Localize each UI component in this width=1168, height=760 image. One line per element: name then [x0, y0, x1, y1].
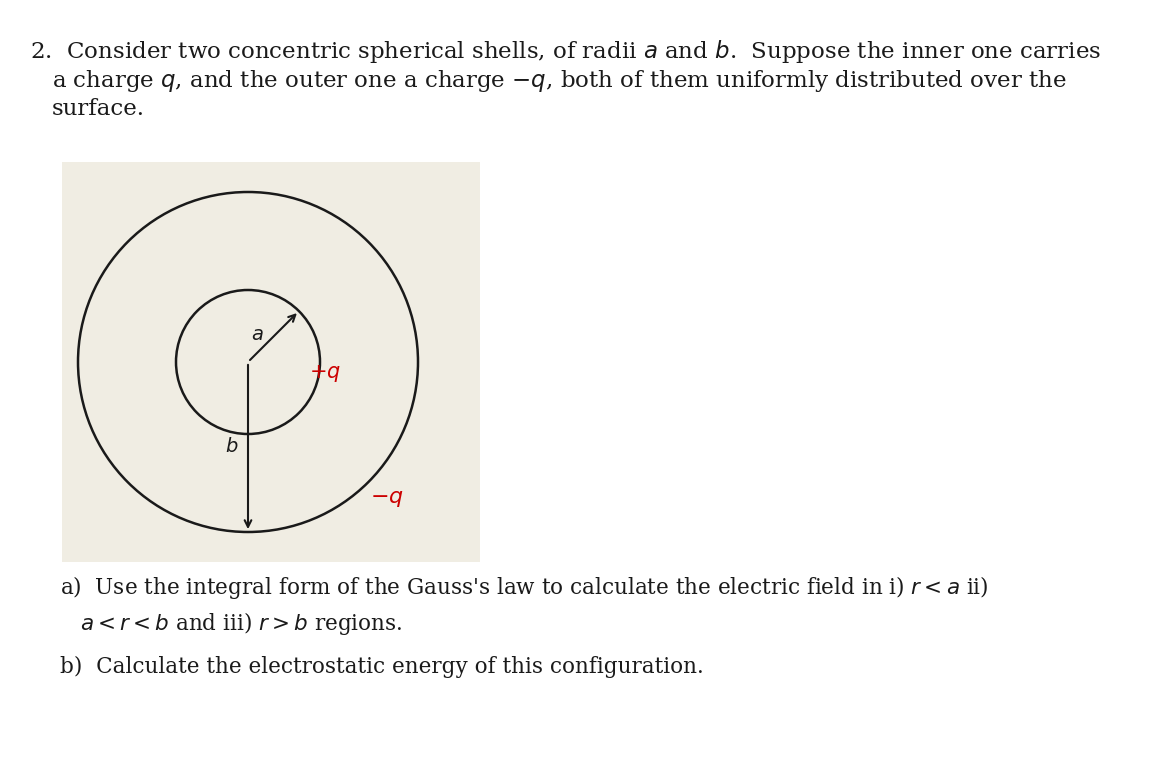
Text: b)  Calculate the electrostatic energy of this configuration.: b) Calculate the electrostatic energy of…: [60, 656, 704, 678]
Text: 2.  Consider two concentric spherical shells, of radii $a$ and $b$.  Suppose the: 2. Consider two concentric spherical she…: [30, 38, 1101, 65]
Text: $b$: $b$: [225, 438, 238, 457]
Text: a)  Use the integral form of the Gauss's law to calculate the electric field in : a) Use the integral form of the Gauss's …: [60, 574, 988, 601]
Text: $+q$: $+q$: [310, 363, 341, 385]
Text: $-q$: $-q$: [370, 487, 404, 509]
Text: a charge $q$, and the outer one a charge $-q$, both of them uniformly distribute: a charge $q$, and the outer one a charge…: [53, 68, 1066, 94]
Text: surface.: surface.: [53, 98, 145, 120]
Text: $a < r < b$ and iii) $r > b$ regions.: $a < r < b$ and iii) $r > b$ regions.: [79, 610, 402, 637]
Text: $a$: $a$: [251, 326, 263, 344]
Bar: [62, 162, 480, 562]
